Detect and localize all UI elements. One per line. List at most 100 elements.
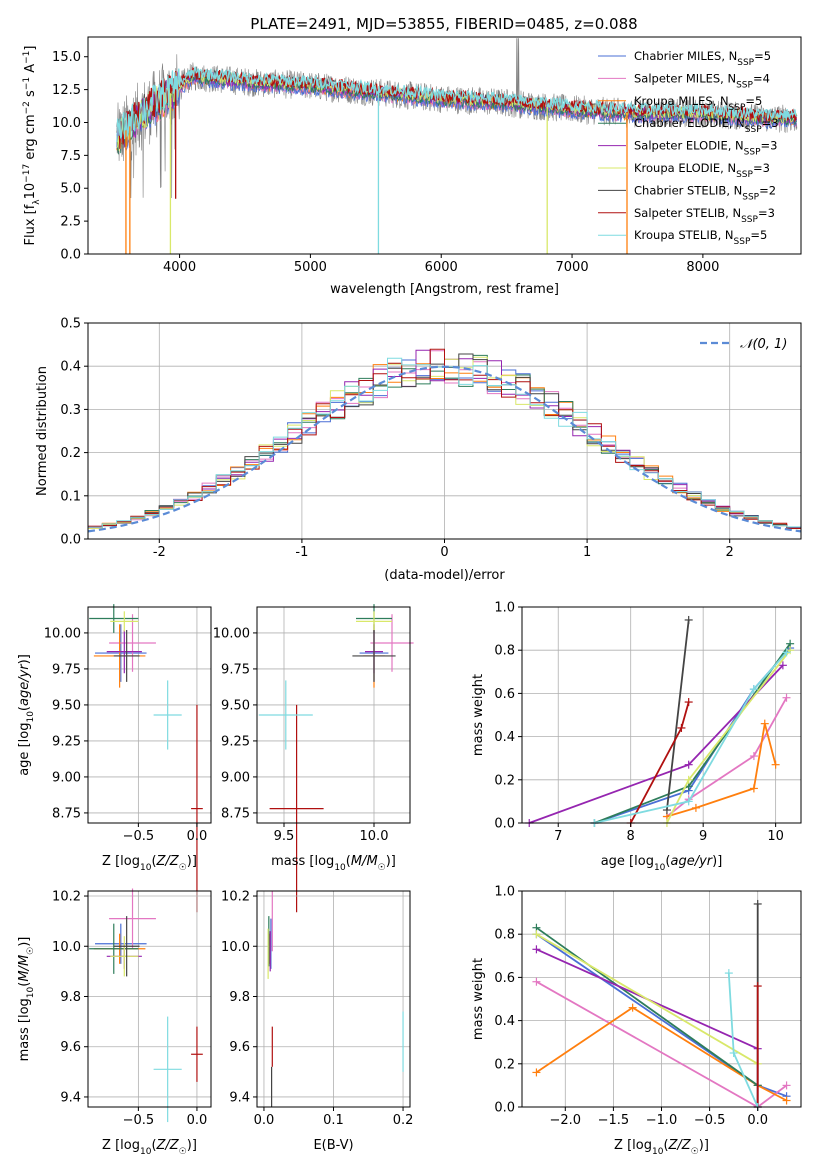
- axes-frame: [521, 606, 802, 824]
- y-tick-label: 0.6: [494, 687, 515, 702]
- mass-weight-line: [594, 651, 788, 824]
- x-tick-label: 8: [627, 829, 635, 844]
- age_vs_mass-panel: 9.5 10.0 8.75 9.00 9.25 9.50 9.75 10.00 mass [lo…: [213, 604, 414, 913]
- normal-curve: [87, 365, 802, 533]
- mass_weight_vs_age-xlabel: age [log10(age/yr)]: [601, 854, 723, 873]
- y-tick-label: 0.4: [494, 1014, 515, 1029]
- spectrum-ylabel: Flux [fλ10−17 erg cm−2 s−1 A−1]: [22, 46, 42, 246]
- mass_weight_vs_age-ylabel: mass weight: [471, 674, 486, 756]
- y-tick-label: 0.8: [494, 644, 515, 659]
- y-tick-label: 10.0: [52, 116, 81, 131]
- y-tick-label: 9.00: [221, 770, 250, 785]
- x-tick-label: 7: [554, 829, 562, 844]
- y-tick-label: 0.2: [494, 773, 515, 788]
- x-tick-label: 2: [726, 545, 734, 560]
- y-tick-label: 0.5: [60, 317, 81, 332]
- axes-frame: [256, 606, 411, 824]
- x-tick-label: 5000: [294, 260, 327, 275]
- mass_weight_vs_Z-ylabel: mass weight: [471, 958, 486, 1040]
- y-tick-label: 10.2: [52, 890, 81, 905]
- y-tick-label: 10.00: [44, 626, 81, 641]
- y-tick-label: 10.2: [221, 890, 250, 905]
- y-tick-label: 9.75: [52, 662, 81, 677]
- y-tick-label: 7.5: [60, 149, 81, 164]
- residuals-ylabel: Normed distribution: [35, 366, 50, 496]
- x-tick-label: −2.0: [550, 1113, 582, 1128]
- legend-label: Salpeter STELIB, NSSP=3: [634, 206, 775, 225]
- y-tick-label: 10.0: [52, 940, 81, 955]
- legend-label: Chabrier ELODIE, NSSP=3: [634, 116, 779, 135]
- y-tick-label: 8.75: [221, 806, 250, 821]
- y-tick-label: 9.8: [229, 990, 250, 1005]
- y-tick-label: 0.0: [60, 533, 81, 548]
- mass_vs_Z-ylabel: mass [log10(M/M☉)]: [17, 937, 36, 1062]
- x-tick-label: 0: [440, 545, 448, 560]
- legend-label: Chabrier MILES, NSSP=5: [634, 49, 771, 68]
- axes-frame: [87, 890, 212, 1108]
- spectrum-xlabel: wavelength [Angstrom, rest frame]: [330, 282, 559, 297]
- y-tick-label: 9.25: [52, 734, 81, 749]
- y-tick-label: 0.4: [60, 360, 81, 375]
- mass_vs_Z-panel: −0.5 0.0 9.4 9.6 9.8 10.0 10.2 Z [log10(Z/Z☉)] m…: [17, 888, 212, 1157]
- mass_vs_EBV-panel: 0.0 0.1 0.2 9.4 9.6 9.8 10.0 10.2 E(B-V): [221, 890, 413, 1153]
- x-tick-label: 0.0: [187, 829, 208, 844]
- x-tick-label: −1.5: [598, 1113, 630, 1128]
- legend-label: 𝒩(0, 1): [740, 337, 787, 352]
- y-tick-label: 15.0: [52, 50, 81, 65]
- legend-label: Kroupa STELIB, NSSP=5: [634, 228, 767, 247]
- x-tick-label: 7000: [556, 260, 589, 275]
- mass-weight-line: [666, 697, 788, 818]
- age_vs_Z-panel: −0.5 0.0 8.75 9.00 9.25 9.50 9.75 10.00 Z [log10…: [17, 604, 212, 913]
- y-tick-label: 0.3: [60, 403, 81, 418]
- y-tick-label: 10.0: [221, 940, 250, 955]
- y-tick-label: 10.00: [213, 626, 250, 641]
- legend-label: Kroupa MILES, NSSP=5: [634, 94, 762, 113]
- x-tick-label: -1: [295, 545, 308, 560]
- y-tick-label: 8.75: [52, 806, 81, 821]
- mass_weight_vs_Z-xlabel: Z [log10(Z/Z☉)]: [614, 1138, 709, 1157]
- age_vs_Z-xlabel: Z [log10(Z/Z☉)]: [102, 854, 197, 873]
- model-spectrum-line: [116, 66, 798, 143]
- figure-title: PLATE=2491, MJD=53855, FIBERID=0485, z=0…: [250, 15, 637, 33]
- y-tick-label: 12.5: [52, 83, 81, 98]
- y-tick-label: 0.2: [60, 446, 81, 461]
- x-tick-label: 0.2: [393, 1113, 414, 1128]
- y-tick-label: 0.8: [494, 928, 515, 943]
- axes-frame: [87, 36, 802, 255]
- x-tick-label: −1.0: [646, 1113, 678, 1128]
- mass-weight-line: [666, 619, 690, 811]
- x-tick-label: 9.5: [274, 829, 295, 844]
- y-tick-label: 9.4: [229, 1090, 250, 1105]
- x-tick-label: -2: [153, 545, 166, 560]
- mass-weight-line: [536, 948, 759, 1107]
- residuals-xlabel: (data-model)/error: [384, 568, 505, 583]
- x-tick-label: 10: [767, 829, 784, 844]
- legend-label: Kroupa ELODIE, NSSP=3: [634, 161, 770, 180]
- y-tick-label: 9.6: [60, 1040, 81, 1055]
- x-tick-label: 1: [583, 545, 591, 560]
- y-tick-label: 0.6: [494, 971, 515, 986]
- mass-weight-line: [535, 933, 759, 1065]
- x-tick-label: 0.0: [254, 1113, 275, 1128]
- y-tick-label: 9.00: [52, 770, 81, 785]
- age_vs_mass-xlabel: mass [log10(M/M☉)]: [271, 854, 396, 873]
- mass-weight-line: [535, 1006, 788, 1102]
- x-tick-label: 0.1: [323, 1113, 344, 1128]
- residuals-panel: -2 -1 0 1 2 0.0 0.1 0.2 0.3 0.4 0.5 (data-model)/er…: [35, 317, 802, 583]
- x-tick-label: 4000: [163, 260, 196, 275]
- y-tick-label: 9.50: [52, 698, 81, 713]
- y-tick-label: 1.0: [494, 601, 515, 616]
- y-tick-label: 1.0: [494, 885, 515, 900]
- mass-weight-line: [535, 926, 759, 1087]
- y-tick-label: 0.0: [60, 248, 81, 263]
- legend-label: Salpeter MILES, NSSP=4: [634, 71, 770, 90]
- x-tick-label: 0.0: [747, 1113, 768, 1128]
- y-tick-label: 9.8: [60, 990, 81, 1005]
- y-tick-label: 5.0: [60, 182, 81, 197]
- x-tick-label: 0.0: [187, 1113, 208, 1128]
- mass_weight_vs_Z-panel: −2.0 −1.5 −1.0 −0.5 0.0 0.0 0.2 0.4 0.6 0.8 1.0 Z […: [471, 885, 802, 1157]
- legend-label: Salpeter ELODIE, NSSP=3: [634, 139, 777, 158]
- y-tick-label: 0.2: [494, 1057, 515, 1072]
- y-tick-label: 0.4: [494, 730, 515, 745]
